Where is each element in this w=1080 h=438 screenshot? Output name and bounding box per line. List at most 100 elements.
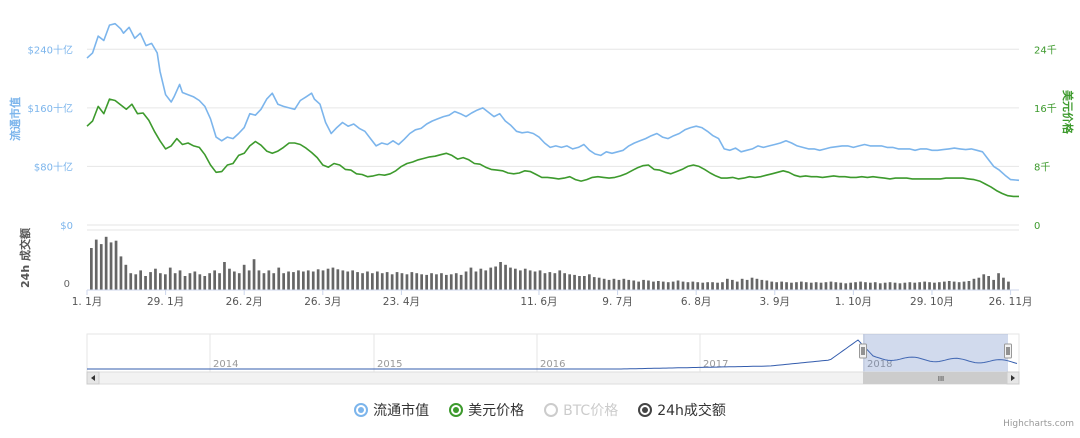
volume-bar [183, 276, 187, 290]
legend-label: 流通市值 [373, 403, 430, 419]
volume-bar [681, 281, 685, 290]
volume-bar [519, 270, 522, 290]
right-tick-label: 24千 [1034, 44, 1057, 56]
x-tick-label: 29. 10月 [910, 296, 954, 308]
navigator[interactable]: 2014 2015 2016 2017 2018 III [86, 333, 1020, 385]
volume-bar [385, 272, 389, 290]
volume-bar [499, 262, 502, 290]
volume-bar [701, 282, 705, 290]
x-tick-label: 6. 8月 [681, 296, 712, 308]
volume-bar [420, 274, 423, 290]
volume-bar [509, 267, 512, 290]
volume-bar [726, 278, 729, 290]
volume-columns [87, 229, 1019, 290]
x-tick-label: 9. 7月 [602, 296, 633, 308]
volume-bar [405, 274, 409, 290]
credits-link[interactable]: Highcharts.com [1003, 419, 1074, 429]
volume-bar [854, 282, 857, 290]
volume-bar [592, 277, 596, 290]
volume-bar [809, 282, 813, 290]
volume-bar [849, 282, 852, 290]
volume-bar [277, 267, 281, 290]
right-y-axis: 0 8千 16千 24千 [1034, 44, 1057, 232]
volume-bar [469, 267, 473, 290]
volume-bar [144, 276, 147, 290]
volume-bar [173, 273, 177, 290]
volume-axis-zero-label: 0 [64, 279, 70, 290]
right-axis-title: 美元价格 [1061, 90, 1075, 135]
volume-bar [282, 273, 285, 290]
volume-bar [514, 268, 517, 290]
volume-bar [997, 273, 1000, 290]
x-tick-label: 11. 6月 [520, 296, 557, 308]
market-cap-line [86, 22, 1020, 182]
volume-bar [395, 272, 399, 290]
plot-gridlines [87, 48, 1019, 226]
x-axis: 1. 1月 29. 1月 26. 2月 26. 3月 23. 4月 11. 6月 9. 7月… [72, 289, 1033, 308]
volume-bar [124, 264, 128, 290]
volume-bar [208, 273, 211, 290]
volume-bar [588, 274, 591, 290]
volume-bar [873, 282, 877, 290]
right-tick-label: 8千 [1034, 161, 1050, 173]
volume-bar [459, 274, 463, 290]
volume-bar [533, 271, 537, 290]
volume-bar [696, 282, 700, 290]
volume-bar [780, 281, 783, 290]
navigator-year-label: 2015 [377, 359, 402, 370]
volume-bar [306, 270, 310, 290]
chevron-right-icon [1011, 375, 1015, 381]
volume-bar [484, 270, 488, 290]
volume-bar [341, 270, 345, 290]
volume-bar [454, 273, 458, 290]
volume-bar [795, 282, 798, 290]
left-tick-label: $240十亿 [28, 43, 73, 56]
volume-bar [642, 279, 645, 290]
volume-bar [376, 271, 379, 290]
legend-item[interactable]: 24h成交额 [638, 400, 726, 420]
volume-bar [661, 281, 665, 290]
volume-bar [331, 267, 335, 290]
volume-bar [804, 282, 808, 290]
volume-bar [770, 281, 774, 290]
volume-bar [262, 273, 266, 290]
navigator-handle[interactable] [859, 343, 867, 359]
volume-bar [617, 279, 621, 290]
volume-bar [410, 272, 414, 290]
volume-bar [962, 281, 966, 290]
legend-item[interactable]: BTC价格 [544, 400, 618, 420]
scrollbar-grip: III [938, 375, 944, 383]
legend-label: 24h成交额 [657, 403, 726, 419]
volume-bar [1002, 277, 1005, 290]
x-tick-label: 26. 3月 [304, 296, 341, 308]
volume-bar [731, 279, 734, 290]
volume-bar [632, 280, 636, 290]
volume-bar [134, 274, 138, 290]
navigator-year-label: 2014 [213, 359, 238, 370]
legend-item[interactable]: 流通市值 [354, 400, 429, 420]
chevron-left-icon [91, 375, 95, 381]
volume-bar [237, 273, 241, 290]
legend-label: BTC价格 [563, 403, 619, 419]
volume-bar [647, 280, 650, 290]
legend-label: 美元价格 [468, 403, 525, 419]
volume-bar [311, 271, 315, 290]
legend-item[interactable]: 美元价格 [449, 400, 524, 420]
legend: 流通市值 美元价格 BTC价格 24h成交额 [0, 398, 1080, 422]
volume-bar [938, 282, 941, 290]
scrollbar-thumb[interactable] [863, 372, 1019, 384]
volume-bar [814, 282, 818, 290]
volume-bar [553, 273, 557, 290]
volume-bar [691, 281, 695, 290]
volume-bar [213, 270, 216, 290]
volume-axis-title: 24h 成交额 [18, 228, 32, 288]
navigator-handle[interactable] [1004, 343, 1012, 359]
volume-bar [351, 270, 354, 290]
volume-bar [859, 281, 862, 290]
left-tick-label: $160十亿 [28, 102, 73, 115]
volume-bar [326, 268, 330, 290]
volume-bar [987, 276, 990, 290]
volume-bar [622, 278, 626, 290]
volume-bar [425, 274, 428, 290]
x-tick-label: 29. 1月 [147, 296, 184, 308]
